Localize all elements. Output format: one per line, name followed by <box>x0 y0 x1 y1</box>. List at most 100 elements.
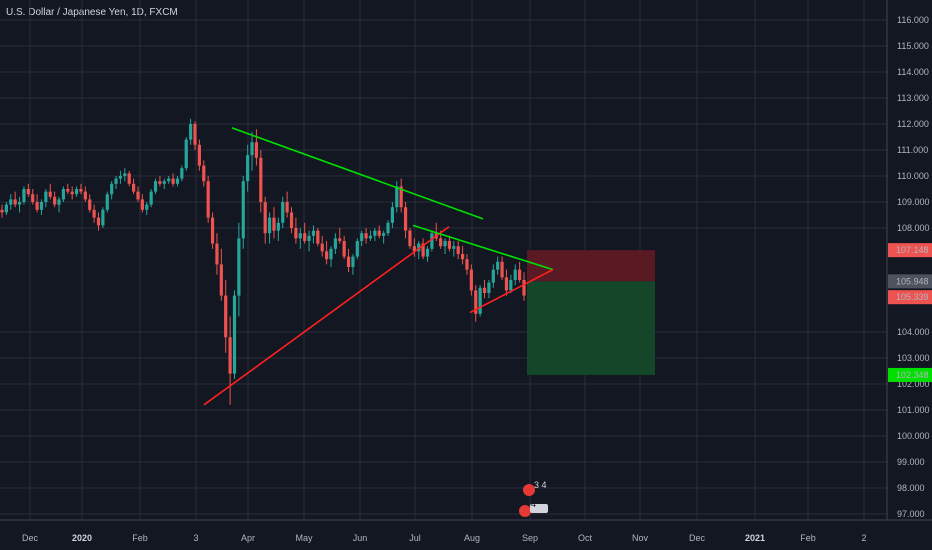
stop-loss-zone <box>527 250 655 282</box>
candle-body <box>31 194 35 202</box>
candle-body <box>465 259 469 270</box>
candle-body <box>219 264 223 296</box>
trendline-lower-support <box>203 226 450 406</box>
candle-body <box>390 207 395 223</box>
take-profit-zone <box>527 281 655 375</box>
candle-body <box>4 204 8 213</box>
x-tick-label: Feb <box>800 533 816 543</box>
x-tick-label: Jun <box>353 533 368 543</box>
candle-body <box>241 181 245 239</box>
candle-body <box>412 246 416 252</box>
y-tick-label: 112.000 <box>897 119 929 129</box>
candle-body <box>303 233 307 241</box>
candle-body <box>421 243 425 257</box>
candle-body <box>509 280 513 291</box>
candle-body <box>254 142 259 158</box>
candle-body <box>360 233 364 241</box>
candle-body <box>491 269 495 283</box>
x-tick-label: May <box>295 533 313 543</box>
x-tick-label: Sep <box>522 533 538 543</box>
candle-body <box>175 178 180 184</box>
candle-body <box>342 241 346 257</box>
candle-body <box>189 124 193 140</box>
candle-body <box>443 241 447 247</box>
candle-body <box>92 209 96 218</box>
candle-body <box>333 238 337 249</box>
candle-body <box>74 189 79 195</box>
candle-body <box>281 202 285 223</box>
candle-body <box>228 337 232 374</box>
y-tick-label: 116.000 <box>897 15 929 25</box>
candle-body <box>307 235 311 241</box>
candle-body <box>417 243 421 252</box>
candle-body <box>329 248 333 260</box>
event-marker-label: 3 4 <box>534 480 547 490</box>
candle-body <box>70 191 74 195</box>
candle-body <box>311 230 316 236</box>
x-tick-label: Aug <box>464 533 480 543</box>
candle-body <box>522 280 526 296</box>
candle-body <box>346 256 351 267</box>
y-tick-label: 97.000 <box>897 509 925 519</box>
candle-body <box>123 173 127 176</box>
candle-body <box>39 202 44 210</box>
x-axis: Dec 2020 Feb 3 Apr May Jun Jul Aug Sep Oct Nov Dec 20… <box>22 533 867 543</box>
x-tick-label: Oct <box>578 533 593 543</box>
candle-body <box>430 233 434 249</box>
y-tick-label: 108.000 <box>897 223 930 233</box>
y-tick-label: 111.000 <box>897 145 928 155</box>
candle-body <box>232 295 237 374</box>
candle-body <box>171 178 175 184</box>
candle-body <box>202 165 206 182</box>
candle-body <box>26 189 30 195</box>
x-tick-label: 2 <box>861 533 866 543</box>
candle-body <box>487 282 491 293</box>
candle-body <box>425 248 430 257</box>
y-tick-label: 115.000 <box>897 41 929 51</box>
candle-body <box>145 204 149 210</box>
candle-body <box>294 228 298 239</box>
candle-body <box>267 217 272 234</box>
y-tick-label: 100.000 <box>897 431 930 441</box>
candle-body <box>500 261 504 278</box>
candle-body <box>44 191 48 202</box>
candle-body <box>83 191 87 200</box>
y-axis: 116.000 115.000 114.000 113.000 112.000 111.0… <box>897 15 930 519</box>
x-tick-label: Dec <box>22 533 39 543</box>
candle-body <box>325 251 329 260</box>
candle-body <box>136 191 140 200</box>
candle-body <box>140 199 144 210</box>
candle-body <box>215 243 219 265</box>
candle-body <box>263 202 267 234</box>
candle-body <box>22 189 26 202</box>
candle-body <box>88 199 92 210</box>
event-marker-icon <box>519 505 531 517</box>
y-tick-label: 113.000 <box>897 93 929 103</box>
candle-body <box>114 178 118 184</box>
candle-body <box>289 212 294 228</box>
candle-body <box>403 207 408 231</box>
candle-body <box>131 183 136 192</box>
candle-body <box>96 217 101 226</box>
candle-body <box>101 209 105 226</box>
candle-body <box>395 186 399 208</box>
y-tick-label: 99.000 <box>897 457 925 467</box>
candle-body <box>57 199 61 205</box>
candle-body <box>386 222 390 234</box>
candle-body <box>193 124 197 145</box>
candle-body <box>518 269 522 280</box>
candle-body <box>149 191 153 205</box>
y-tick-label: 110.000 <box>897 171 929 181</box>
candle-body <box>460 254 465 260</box>
y-tick-label: 114.000 <box>897 67 929 77</box>
candle-body <box>48 191 52 197</box>
candle-body <box>118 176 123 179</box>
candle-body <box>197 144 201 166</box>
y-tick-label: 104.000 <box>897 327 930 337</box>
candle-body <box>158 181 162 184</box>
candle-body <box>355 241 359 257</box>
x-tick-label: Dec <box>689 533 706 543</box>
candle-body <box>373 230 377 236</box>
price-tag-label: 105.339 <box>896 292 929 302</box>
